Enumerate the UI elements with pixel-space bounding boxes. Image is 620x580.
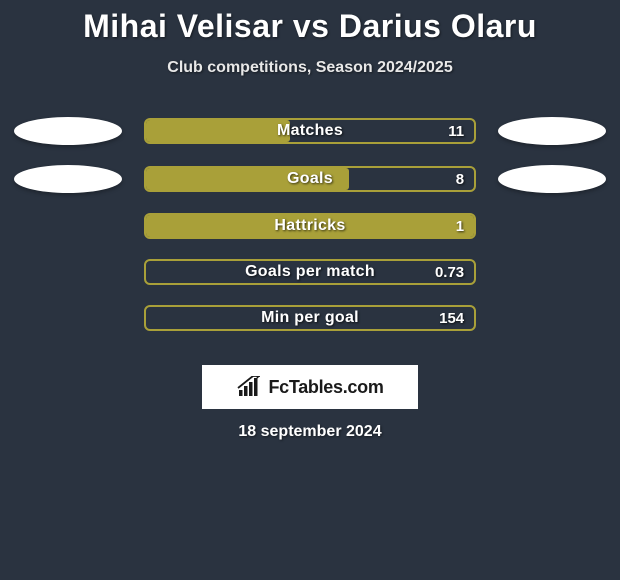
stat-value: 8 [456,171,464,188]
oval-left-slot [10,165,126,193]
player1-name: Mihai Velisar [83,8,283,44]
stat-bar-fill [146,168,350,190]
oval-left-slot [10,117,126,145]
comparison-infographic: Mihai Velisar vs Darius Olaru Club compe… [0,0,620,441]
stat-row: Matches11 [0,117,620,145]
chart-icon [236,376,262,398]
page-title: Mihai Velisar vs Darius Olaru [0,8,620,45]
stat-label: Goals per match [146,263,474,281]
oval-right-slot [494,117,610,145]
stat-label: Min per goal [146,309,474,327]
stat-row: Min per goal154 [0,305,620,331]
vs-separator: vs [293,8,330,44]
stats-list: Matches11 Goals8 Hattricks1 Goals per match… [0,117,620,331]
oval-right-slot [494,165,610,193]
stat-bar: Goals8 [144,166,476,192]
stat-row: Goals per match0.73 [0,259,620,285]
player1-oval [14,117,122,145]
stat-row: Hattricks1 [0,213,620,239]
date-text: 18 september 2024 [0,423,620,441]
stat-bar-fill [146,215,474,237]
player2-name: Darius Olaru [339,8,537,44]
stat-bar: Matches11 [144,118,476,144]
logo-container: FcTables.com [0,351,620,423]
stat-value: 154 [439,310,464,327]
player1-oval [14,165,122,193]
stat-bar: Min per goal154 [144,305,476,331]
subtitle: Club competitions, Season 2024/2025 [0,59,620,77]
stat-bar: Goals per match0.73 [144,259,476,285]
player2-oval [498,165,606,193]
stat-row: Goals8 [0,165,620,193]
stat-value: 0.73 [435,264,464,281]
stat-bar: Hattricks1 [144,213,476,239]
player2-oval [498,117,606,145]
stat-bar-fill [146,120,290,142]
fctables-logo: FcTables.com [202,365,418,409]
stat-value: 11 [448,123,464,140]
logo-text: FcTables.com [268,377,383,398]
